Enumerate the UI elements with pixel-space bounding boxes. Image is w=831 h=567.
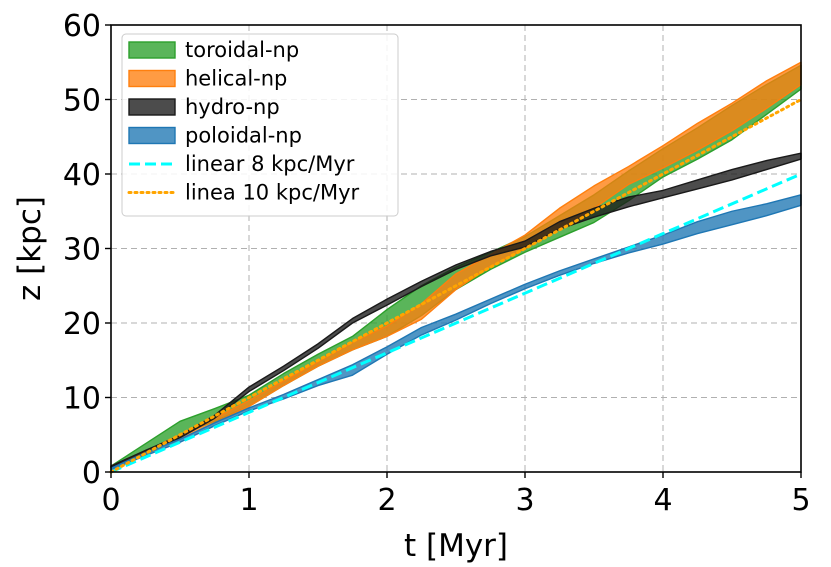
x-tick-label: 5 xyxy=(791,483,810,518)
legend-label: helical-np xyxy=(185,67,287,91)
legend-label: linear 8 kpc/Myr xyxy=(185,152,355,176)
legend-label: hydro-np xyxy=(185,95,280,119)
x-tick-label: 2 xyxy=(377,483,396,518)
line-linear-8-kpc-myr xyxy=(110,172,802,474)
legend-swatch xyxy=(128,98,176,116)
y-tick-label: 0 xyxy=(82,456,101,491)
x-axis-ticks: 0 1 2 3 4 5 xyxy=(101,472,811,518)
x-axis-label: t [Myr] xyxy=(404,528,508,564)
legend-label: linea 10 kpc/Myr xyxy=(185,181,359,205)
y-tick-label: 20 xyxy=(63,307,101,342)
legend-swatch xyxy=(128,69,176,88)
y-tick-label: 10 xyxy=(63,382,101,417)
line-linea-10-kpc-myr xyxy=(109,98,803,474)
legend-swatch xyxy=(128,41,176,59)
legend-item-toroidal-np: toroidal-np xyxy=(128,38,299,62)
legend-label: toroidal-np xyxy=(185,38,299,62)
legend-item-helical-np: helical-np xyxy=(128,67,287,91)
x-tick-label: 3 xyxy=(515,483,534,518)
x-tick-label: 4 xyxy=(653,483,672,518)
legend-swatch xyxy=(128,126,176,145)
y-tick-label: 50 xyxy=(63,84,101,119)
y-tick-label: 60 xyxy=(63,9,101,44)
x-tick-label: 1 xyxy=(239,483,258,518)
legend: toroidal-np helical-np hydro-np poloidal-np… xyxy=(121,33,399,217)
legend-item-poloidal-np: poloidal-np xyxy=(128,124,302,148)
y-tick-label: 30 xyxy=(63,233,101,268)
y-axis-ticks: 0 10 20 30 40 50 60 xyxy=(63,9,111,491)
y-tick-label: 40 xyxy=(63,158,101,193)
legend-label: poloidal-np xyxy=(185,124,302,148)
legend-item-linear-8-kpc-myr: linear 8 kpc/Myr xyxy=(129,152,355,176)
legend-box xyxy=(121,33,399,217)
legend-item-linea-10-kpc-myr: linea 10 kpc/Myr xyxy=(127,181,359,205)
reference-lines xyxy=(109,98,803,474)
legend-item-hydro-np: hydro-np xyxy=(128,95,280,119)
y-axis-label: z [kpc] xyxy=(12,196,48,301)
x-tick-label: 0 xyxy=(101,483,120,518)
